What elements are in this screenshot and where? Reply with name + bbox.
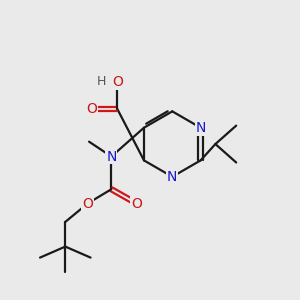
Text: O: O [112, 75, 123, 89]
Text: N: N [195, 121, 206, 135]
Text: O: O [131, 196, 142, 211]
Text: O: O [87, 102, 98, 116]
Text: O: O [82, 196, 93, 211]
Text: N: N [106, 149, 116, 164]
Text: H: H [97, 74, 106, 88]
Text: N: N [167, 170, 178, 184]
